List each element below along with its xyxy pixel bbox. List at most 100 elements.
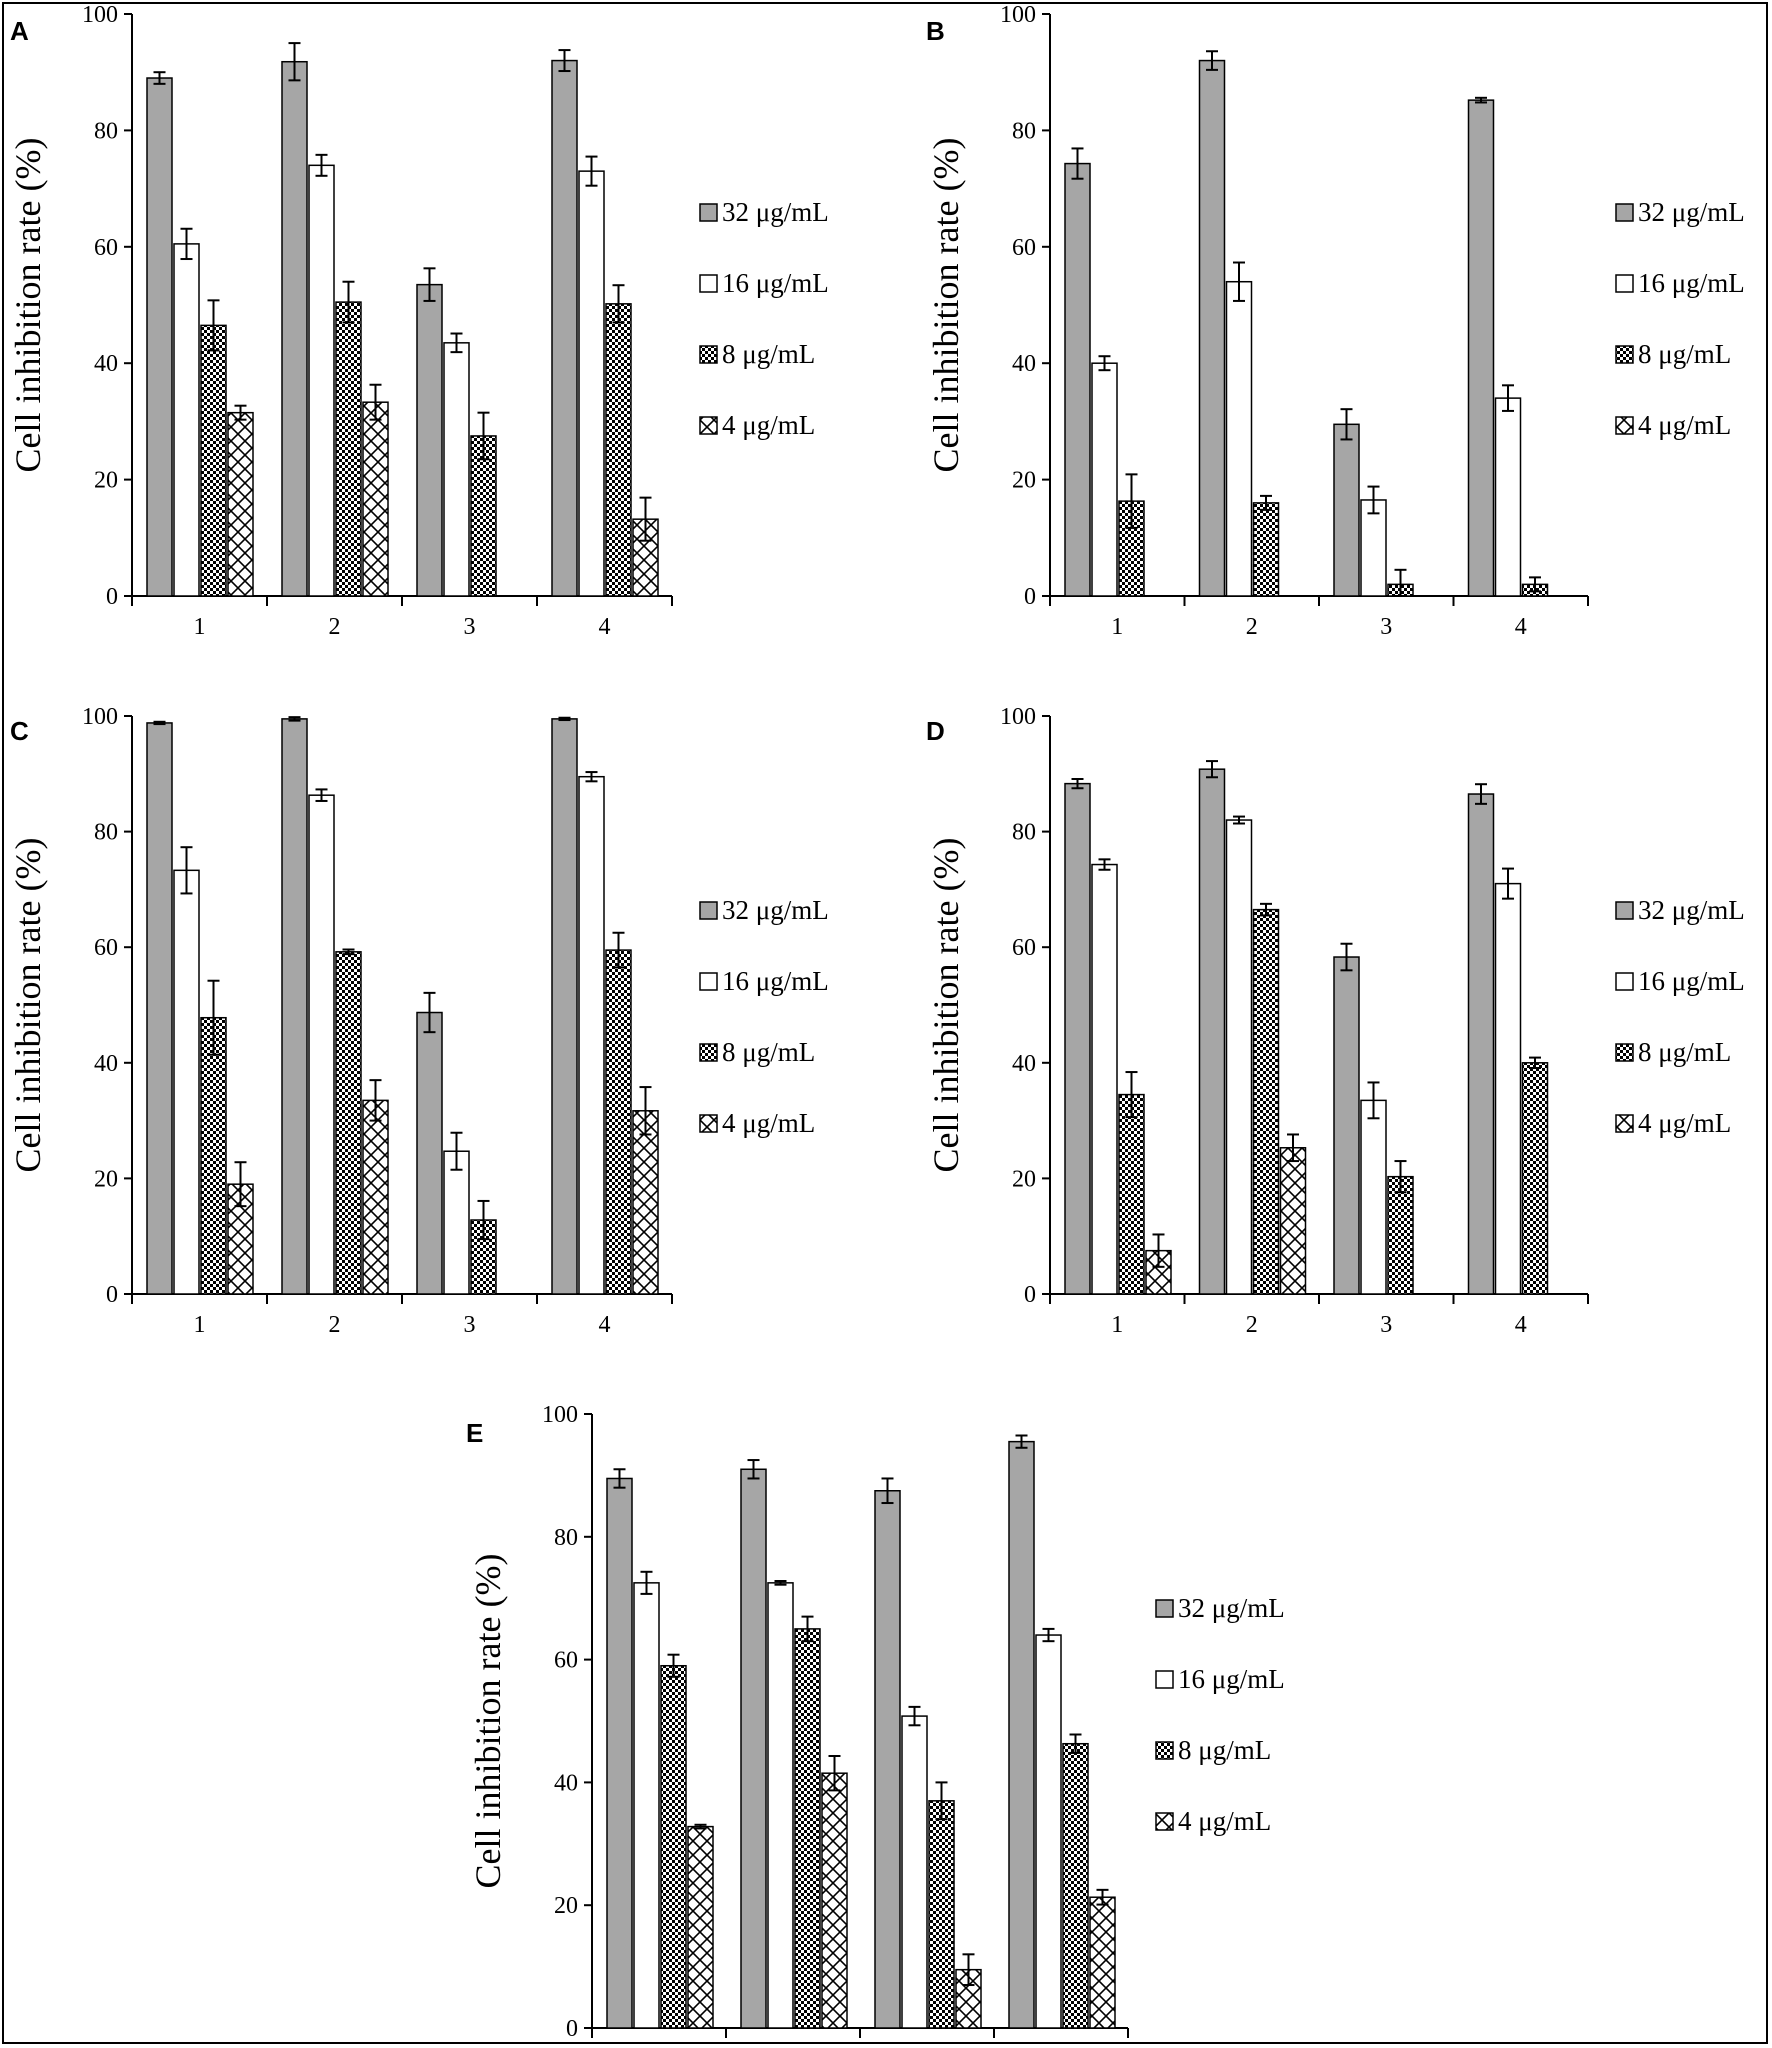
bar: [227, 411, 254, 597]
y-tick-label: 0: [106, 1282, 118, 1308]
bar: [1360, 499, 1387, 597]
bar: [335, 301, 362, 597]
error-bar: [1096, 1888, 1109, 1906]
bar: [1225, 819, 1253, 1295]
legend-label: 32 μg/mL: [1638, 895, 1745, 925]
bar: [551, 718, 578, 1295]
y-tick-label: 60: [1012, 935, 1036, 961]
error-bar: [450, 332, 463, 354]
error-bar: [153, 720, 166, 726]
bar: [1008, 1440, 1035, 2029]
legend-label: 8 μg/mL: [722, 339, 815, 369]
bar: [632, 1110, 659, 1295]
bar: [1225, 280, 1253, 597]
legend-label: 16 μg/mL: [1178, 1664, 1285, 1694]
x-tick-label: 3: [1380, 614, 1392, 640]
error-bar: [1367, 1081, 1380, 1120]
x-tick-label: 3: [921, 2046, 933, 2048]
error-bar: [423, 991, 436, 1034]
y-tick-label: 40: [1012, 351, 1036, 377]
bar: [416, 283, 443, 597]
bar: [874, 1490, 901, 2029]
bar: [605, 949, 632, 1295]
error-bar: [585, 155, 598, 187]
y-tick-label: 100: [82, 704, 118, 730]
bar: [308, 164, 335, 597]
panel-C: C 0 20 40 60 80 100 Cell inhibition rate (%) 1 2 3…: [8, 704, 829, 1338]
error-bar: [1098, 355, 1111, 372]
legend-swatch: [1615, 345, 1634, 364]
error-bar: [477, 411, 490, 461]
error-bar: [1529, 1056, 1541, 1070]
error-bar: [477, 1199, 490, 1241]
bar: [1118, 1093, 1145, 1295]
bar: [1494, 397, 1522, 597]
error-bar: [667, 1653, 680, 1678]
panel-letter: B: [926, 16, 945, 46]
bar: [443, 1150, 470, 1295]
legend-label: 32 μg/mL: [1178, 1593, 1285, 1623]
legend-label: 4 μg/mL: [1638, 1108, 1731, 1138]
error-bar: [1340, 942, 1353, 972]
legend: 32 μg/mL 16 μg/mL 8 μg/mL 4 μg/mL: [699, 895, 829, 1138]
error-bar: [558, 716, 571, 722]
bar: [578, 170, 605, 597]
bar: [335, 951, 362, 1295]
legend-label: 8 μg/mL: [722, 1037, 815, 1067]
y-tick-label: 100: [82, 2, 118, 28]
error-bar: [1475, 96, 1487, 104]
error-bar: [288, 42, 301, 82]
bar: [173, 243, 200, 597]
legend-label: 4 μg/mL: [722, 1108, 815, 1138]
y-tick-label: 20: [1012, 468, 1036, 494]
y-tick-label: 40: [1012, 1051, 1036, 1077]
y-tick-label: 80: [554, 1525, 578, 1551]
y-tick-label: 60: [1012, 235, 1036, 261]
legend-label: 32 μg/mL: [1638, 197, 1745, 227]
error-bar: [1287, 1133, 1299, 1163]
panel-letter: C: [10, 716, 29, 746]
y-tick-label: 60: [94, 235, 118, 261]
error-bar: [234, 404, 247, 421]
legend-label: 8 μg/mL: [1178, 1735, 1271, 1765]
x-tick-label: 2: [1246, 614, 1258, 640]
x-tick-label: 4: [599, 1312, 611, 1338]
error-bar: [1233, 815, 1245, 825]
bar: [1333, 956, 1360, 1295]
bar: [606, 1477, 633, 2029]
bar: [687, 1825, 714, 2029]
legend-label: 16 μg/mL: [1638, 268, 1745, 298]
bar: [1089, 1896, 1116, 2029]
legend-swatch: [699, 972, 718, 991]
x-tick-label: 3: [1380, 1312, 1392, 1338]
error-bar: [962, 1953, 975, 1987]
bar: [146, 722, 173, 1295]
y-tick-label: 40: [94, 351, 118, 377]
legend-label: 4 μg/mL: [722, 410, 815, 440]
legend-swatch: [1615, 416, 1634, 435]
error-bar: [1475, 783, 1487, 805]
bar: [1198, 768, 1226, 1295]
bar: [1467, 793, 1495, 1295]
error-bar: [558, 49, 571, 73]
x-tick-label: 4: [1515, 614, 1527, 640]
bar: [443, 342, 470, 597]
error-bar: [180, 227, 193, 261]
legend: 32 μg/mL 16 μg/mL 8 μg/mL 4 μg/mL: [1615, 197, 1745, 440]
error-bar: [612, 931, 625, 969]
bar: [1064, 782, 1091, 1295]
legend: 32 μg/mL 16 μg/mL 8 μg/mL 4 μg/mL: [1615, 895, 1745, 1138]
legend-swatch: [699, 1114, 718, 1133]
bar: [470, 435, 497, 597]
bar: [200, 1016, 227, 1295]
bar: [1091, 863, 1118, 1295]
error-bar: [1340, 408, 1353, 441]
x-tick-label: 1: [1111, 614, 1123, 640]
error-bar: [1367, 485, 1380, 515]
panel-E: E 0 20 40 60 80 100 Cell inhibition rate (%) 1 2 3…: [466, 1402, 1285, 2048]
bar: [1091, 362, 1118, 597]
legend: 32 μg/mL 16 μg/mL 8 μg/mL 4 μg/mL: [1155, 1593, 1285, 1836]
legend-swatch: [699, 416, 718, 435]
bar: [362, 1099, 389, 1295]
x-tick-label: 2: [1246, 1312, 1258, 1338]
